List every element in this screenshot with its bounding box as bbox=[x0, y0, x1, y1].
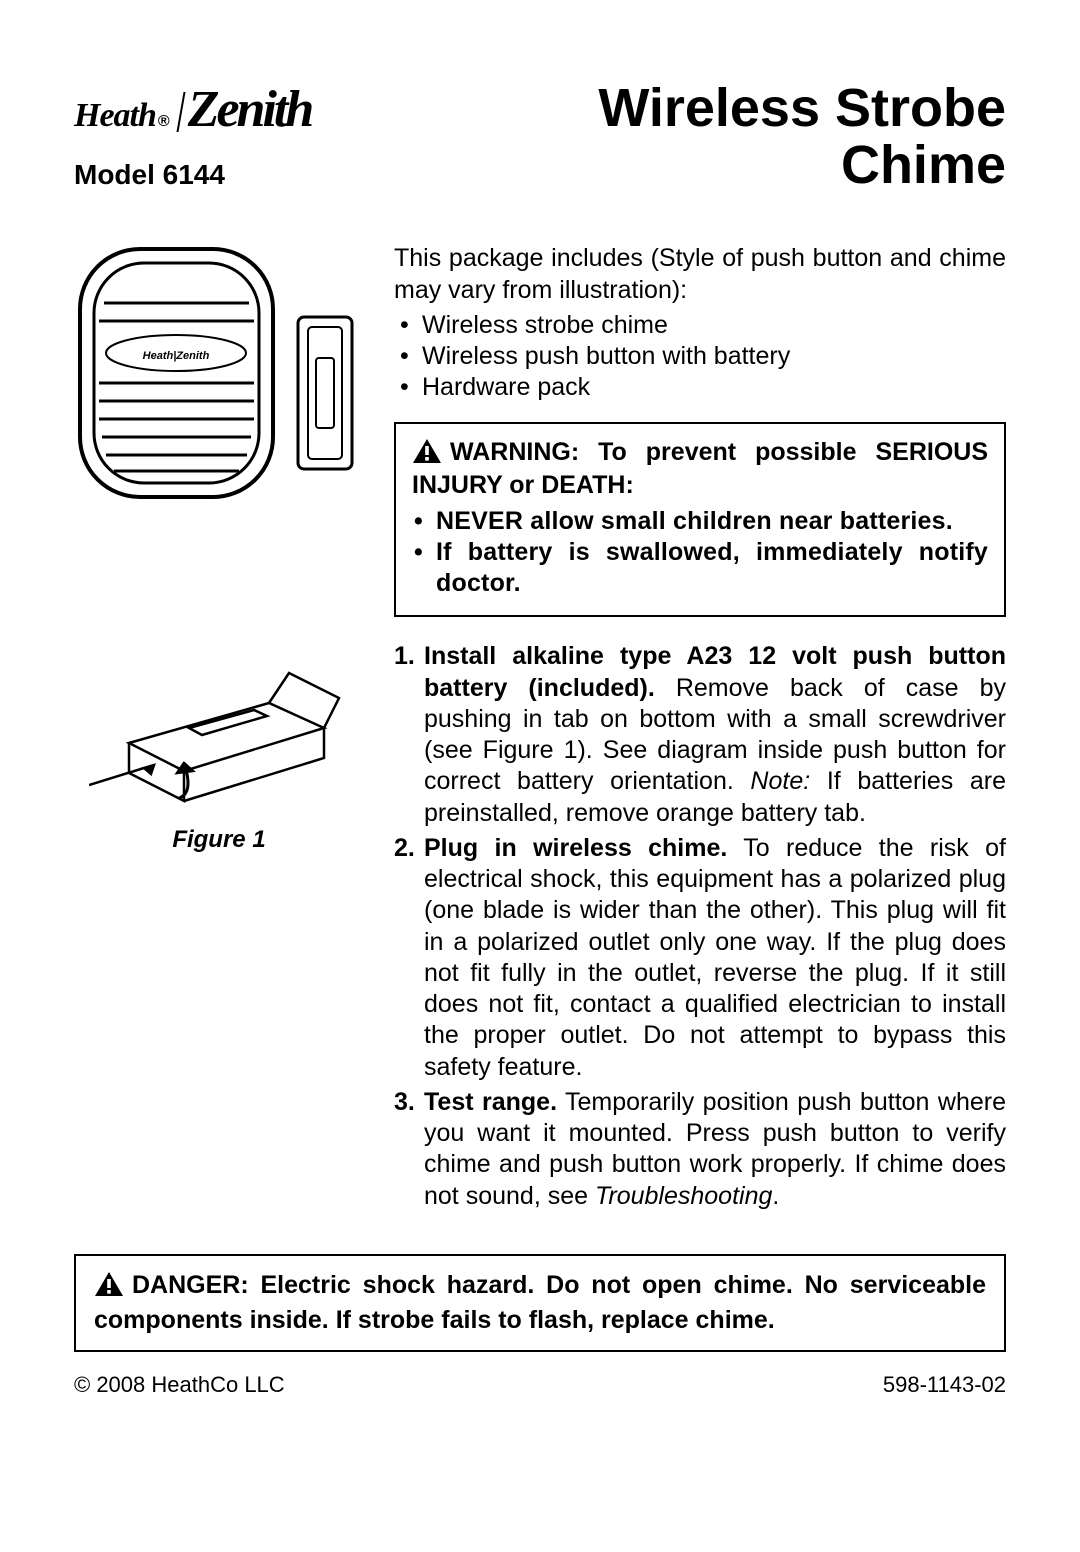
instruction-steps: Install alkaline type A23 12 volt push b… bbox=[394, 641, 1006, 1212]
step-3-lead: Test range. bbox=[424, 1088, 557, 1116]
product-illustration: Heath|Zenith bbox=[74, 243, 364, 513]
left-column: Heath|Zenith bbox=[74, 243, 364, 1216]
step-2-lead: Plug in wireless chime. bbox=[424, 834, 727, 862]
figure-1-caption: Figure 1 bbox=[74, 826, 364, 854]
chime-illustration-icon: Heath|Zenith bbox=[74, 243, 279, 503]
danger-text-content: DANGER: Electric shock hazard. Do not op… bbox=[94, 1271, 986, 1334]
logo-heath: Heath bbox=[74, 97, 156, 135]
step-2-body: To reduce the risk of electrical shock, … bbox=[424, 834, 1006, 1081]
document-title: Wireless Strobe Chime bbox=[598, 80, 1006, 193]
package-item: Wireless push button with battery bbox=[394, 341, 1006, 372]
package-contents-list: Wireless strobe chime Wireless push butt… bbox=[394, 310, 1006, 404]
title-line-1: Wireless Strobe bbox=[598, 80, 1006, 137]
pushbutton-illustration-icon bbox=[294, 313, 356, 473]
document-number: 598-1143-02 bbox=[883, 1372, 1006, 1398]
package-item: Wireless strobe chime bbox=[394, 310, 1006, 341]
logo-registered: ® bbox=[158, 113, 170, 131]
logo-zenith: Zenith bbox=[188, 80, 312, 139]
step-3: Test range. Temporarily position push bu… bbox=[394, 1087, 1006, 1212]
package-item: Hardware pack bbox=[394, 372, 1006, 403]
warning-items-list: NEVER allow small children near batterie… bbox=[412, 506, 988, 600]
warning-triangle-icon bbox=[412, 438, 442, 471]
warning-heading-text: WARNING: To prevent possible SERIOUS INJ… bbox=[412, 438, 988, 499]
brand-logo: Heath ® Zenith bbox=[74, 80, 311, 139]
step-3-tail: . bbox=[772, 1182, 779, 1210]
danger-triangle-icon bbox=[94, 1271, 124, 1305]
step-3-ref: Troubleshooting bbox=[595, 1182, 772, 1210]
page-footer: © 2008 HeathCo LLC 598-1143-02 bbox=[74, 1372, 1006, 1398]
warning-heading: WARNING: To prevent possible SERIOUS INJ… bbox=[412, 438, 988, 500]
intro-text: This package includes (Style of push but… bbox=[394, 243, 1006, 306]
warning-item: If battery is swallowed, immediately not… bbox=[412, 537, 988, 600]
copyright-text: © 2008 HeathCo LLC bbox=[74, 1372, 285, 1398]
danger-text: DANGER: Electric shock hazard. Do not op… bbox=[94, 1270, 986, 1337]
model-number: Model 6144 bbox=[74, 159, 311, 191]
main-content: Heath|Zenith bbox=[74, 243, 1006, 1216]
figure-1-illustration-icon bbox=[89, 643, 349, 813]
right-column: This package includes (Style of push but… bbox=[394, 243, 1006, 1216]
logo-divider bbox=[176, 92, 185, 132]
warning-box: WARNING: To prevent possible SERIOUS INJ… bbox=[394, 422, 1006, 618]
warning-item: NEVER allow small children near batterie… bbox=[412, 506, 988, 537]
figure-1: Figure 1 bbox=[74, 643, 364, 854]
svg-text:Heath|Zenith: Heath|Zenith bbox=[143, 350, 210, 362]
title-line-2: Chime bbox=[598, 137, 1006, 194]
header-left: Heath ® Zenith Model 6144 bbox=[74, 80, 311, 191]
step-1: Install alkaline type A23 12 volt push b… bbox=[394, 641, 1006, 829]
step-2: Plug in wireless chime. To reduce the ri… bbox=[394, 833, 1006, 1083]
danger-box: DANGER: Electric shock hazard. Do not op… bbox=[74, 1254, 1006, 1353]
step-1-note-label: Note: bbox=[750, 767, 810, 795]
header: Heath ® Zenith Model 6144 Wireless Strob… bbox=[74, 80, 1006, 193]
